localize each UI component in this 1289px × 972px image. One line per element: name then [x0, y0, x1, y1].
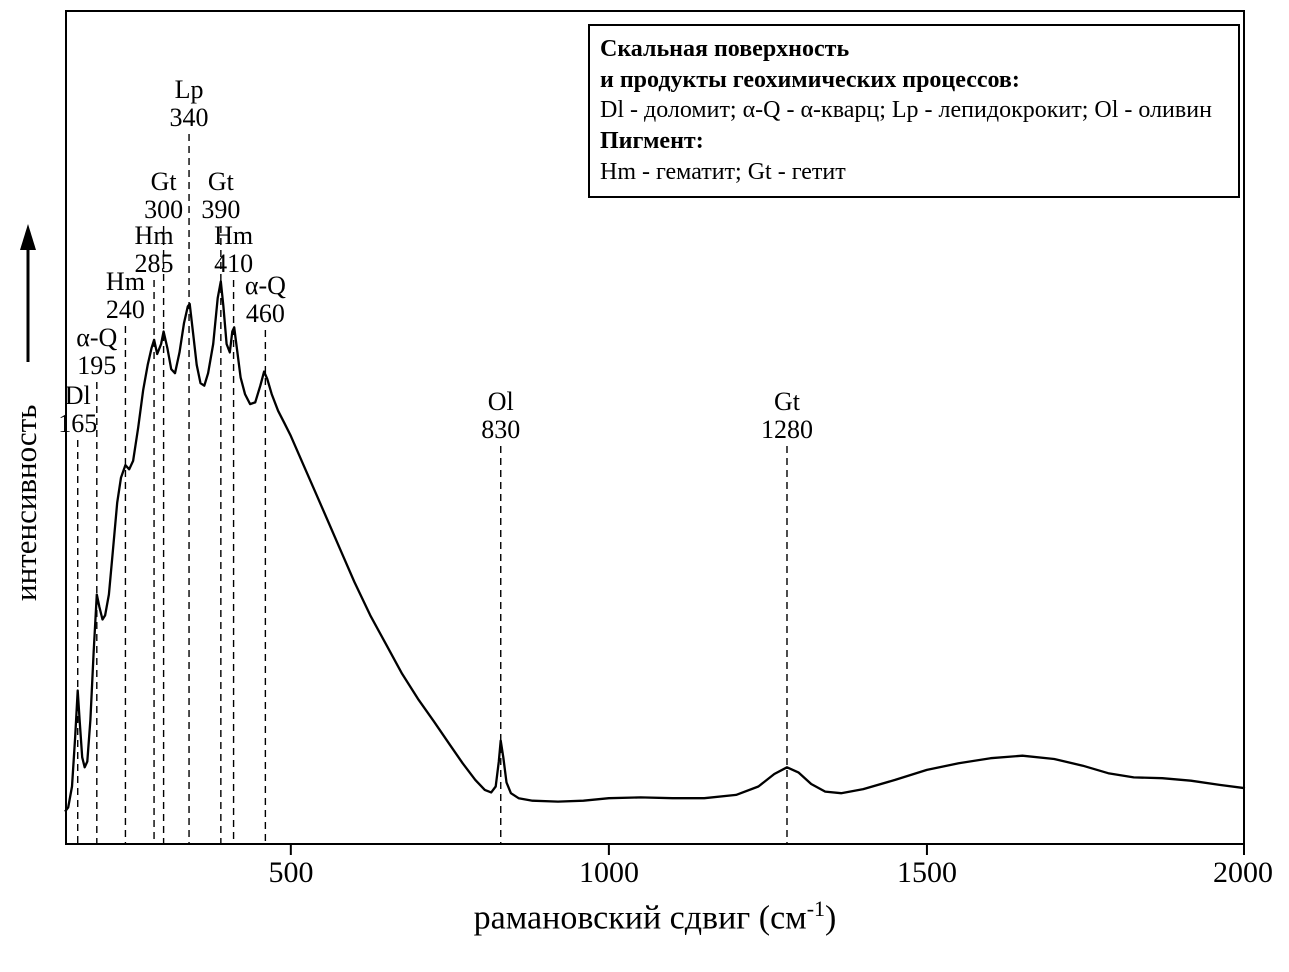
spectrum-curve-group: [64, 280, 1246, 813]
peak-mineral-code: α-Q: [244, 271, 286, 300]
legend-minerals-line: Dl - доломит; α-Q - α-кварц; Lp - лепидо…: [600, 97, 1212, 124]
peak-mineral-code: Hm: [214, 221, 254, 250]
peak-label-460: α-Q 460: [215, 271, 315, 329]
peak-wavenumber: 300: [144, 195, 184, 225]
peak-wavenumber: 240: [105, 295, 145, 325]
peak-label-390: Gt 390: [171, 167, 271, 225]
peak-wavenumber: 165: [58, 409, 98, 439]
peak-mineral-code: Lp: [174, 75, 204, 104]
x-tick-label-1500: 1500: [897, 856, 957, 889]
x-axis-label: рамановский сдвиг (см-1): [355, 896, 955, 937]
peak-wavenumber: 195: [77, 351, 117, 381]
peak-label-195: α-Q 195: [47, 323, 147, 381]
peak-label-410: Hm 410: [184, 221, 284, 279]
peak-wavenumber: 390: [201, 195, 241, 225]
peak-wavenumber: 340: [169, 103, 209, 133]
peak-label-285: Hm 285: [104, 221, 204, 279]
peak-mineral-code: Hm: [134, 221, 174, 250]
peak-label-1280: Gt 1280: [737, 387, 837, 445]
peak-mineral-code: Gt: [150, 167, 177, 196]
x-axis-label-text: рамановский сдвиг (см: [473, 899, 807, 937]
peak-wavenumber: 460: [245, 299, 285, 329]
peak-mineral-code: α-Q: [76, 323, 118, 352]
x-tick-marks-group: [289, 844, 1245, 855]
x-tick-label-2000: 2000: [1213, 856, 1273, 889]
y-axis-arrow-icon: [20, 224, 36, 362]
legend-pigment-line: Hm - гематит; Gt - гетит: [600, 158, 846, 185]
spectrum-curve: [64, 280, 1246, 813]
legend-title-line-1: Скальная поверхность: [600, 36, 850, 62]
peak-mineral-code: Dl: [64, 381, 91, 410]
peak-label-165: Dl 165: [28, 381, 128, 439]
peak-label-300: Gt 300: [114, 167, 214, 225]
x-axis-label-superscript: -1: [806, 896, 826, 921]
peak-wavenumber: 410: [214, 249, 254, 279]
peak-wavenumber: 1280: [760, 415, 813, 445]
peak-wavenumber: 285: [134, 249, 174, 279]
peak-label-340: Lp 340: [139, 75, 239, 133]
peak-label-240: Hm 240: [75, 267, 175, 325]
plot-area: [64, 10, 1246, 855]
x-tick-label-500: 500: [268, 856, 314, 889]
plot-frame: [65, 10, 1245, 845]
legend-box: Скальная поверхность и продукты геохимич…: [588, 24, 1240, 198]
x-tick-label-1000: 1000: [579, 856, 639, 889]
peak-wavenumber: 830: [481, 415, 521, 445]
peak-mineral-code: Gt: [773, 387, 800, 416]
peak-mineral-code: Ol: [487, 387, 514, 416]
legend-pigment-header: Пигмент:: [600, 128, 704, 155]
peak-mineral-code: Gt: [207, 167, 234, 196]
peak-mineral-code: Hm: [105, 267, 145, 296]
peak-label-830: Ol 830: [451, 387, 551, 445]
legend-title-line-2: и продукты геохимических процессов:: [600, 66, 1020, 93]
x-axis-label-close-paren: ): [825, 899, 837, 937]
